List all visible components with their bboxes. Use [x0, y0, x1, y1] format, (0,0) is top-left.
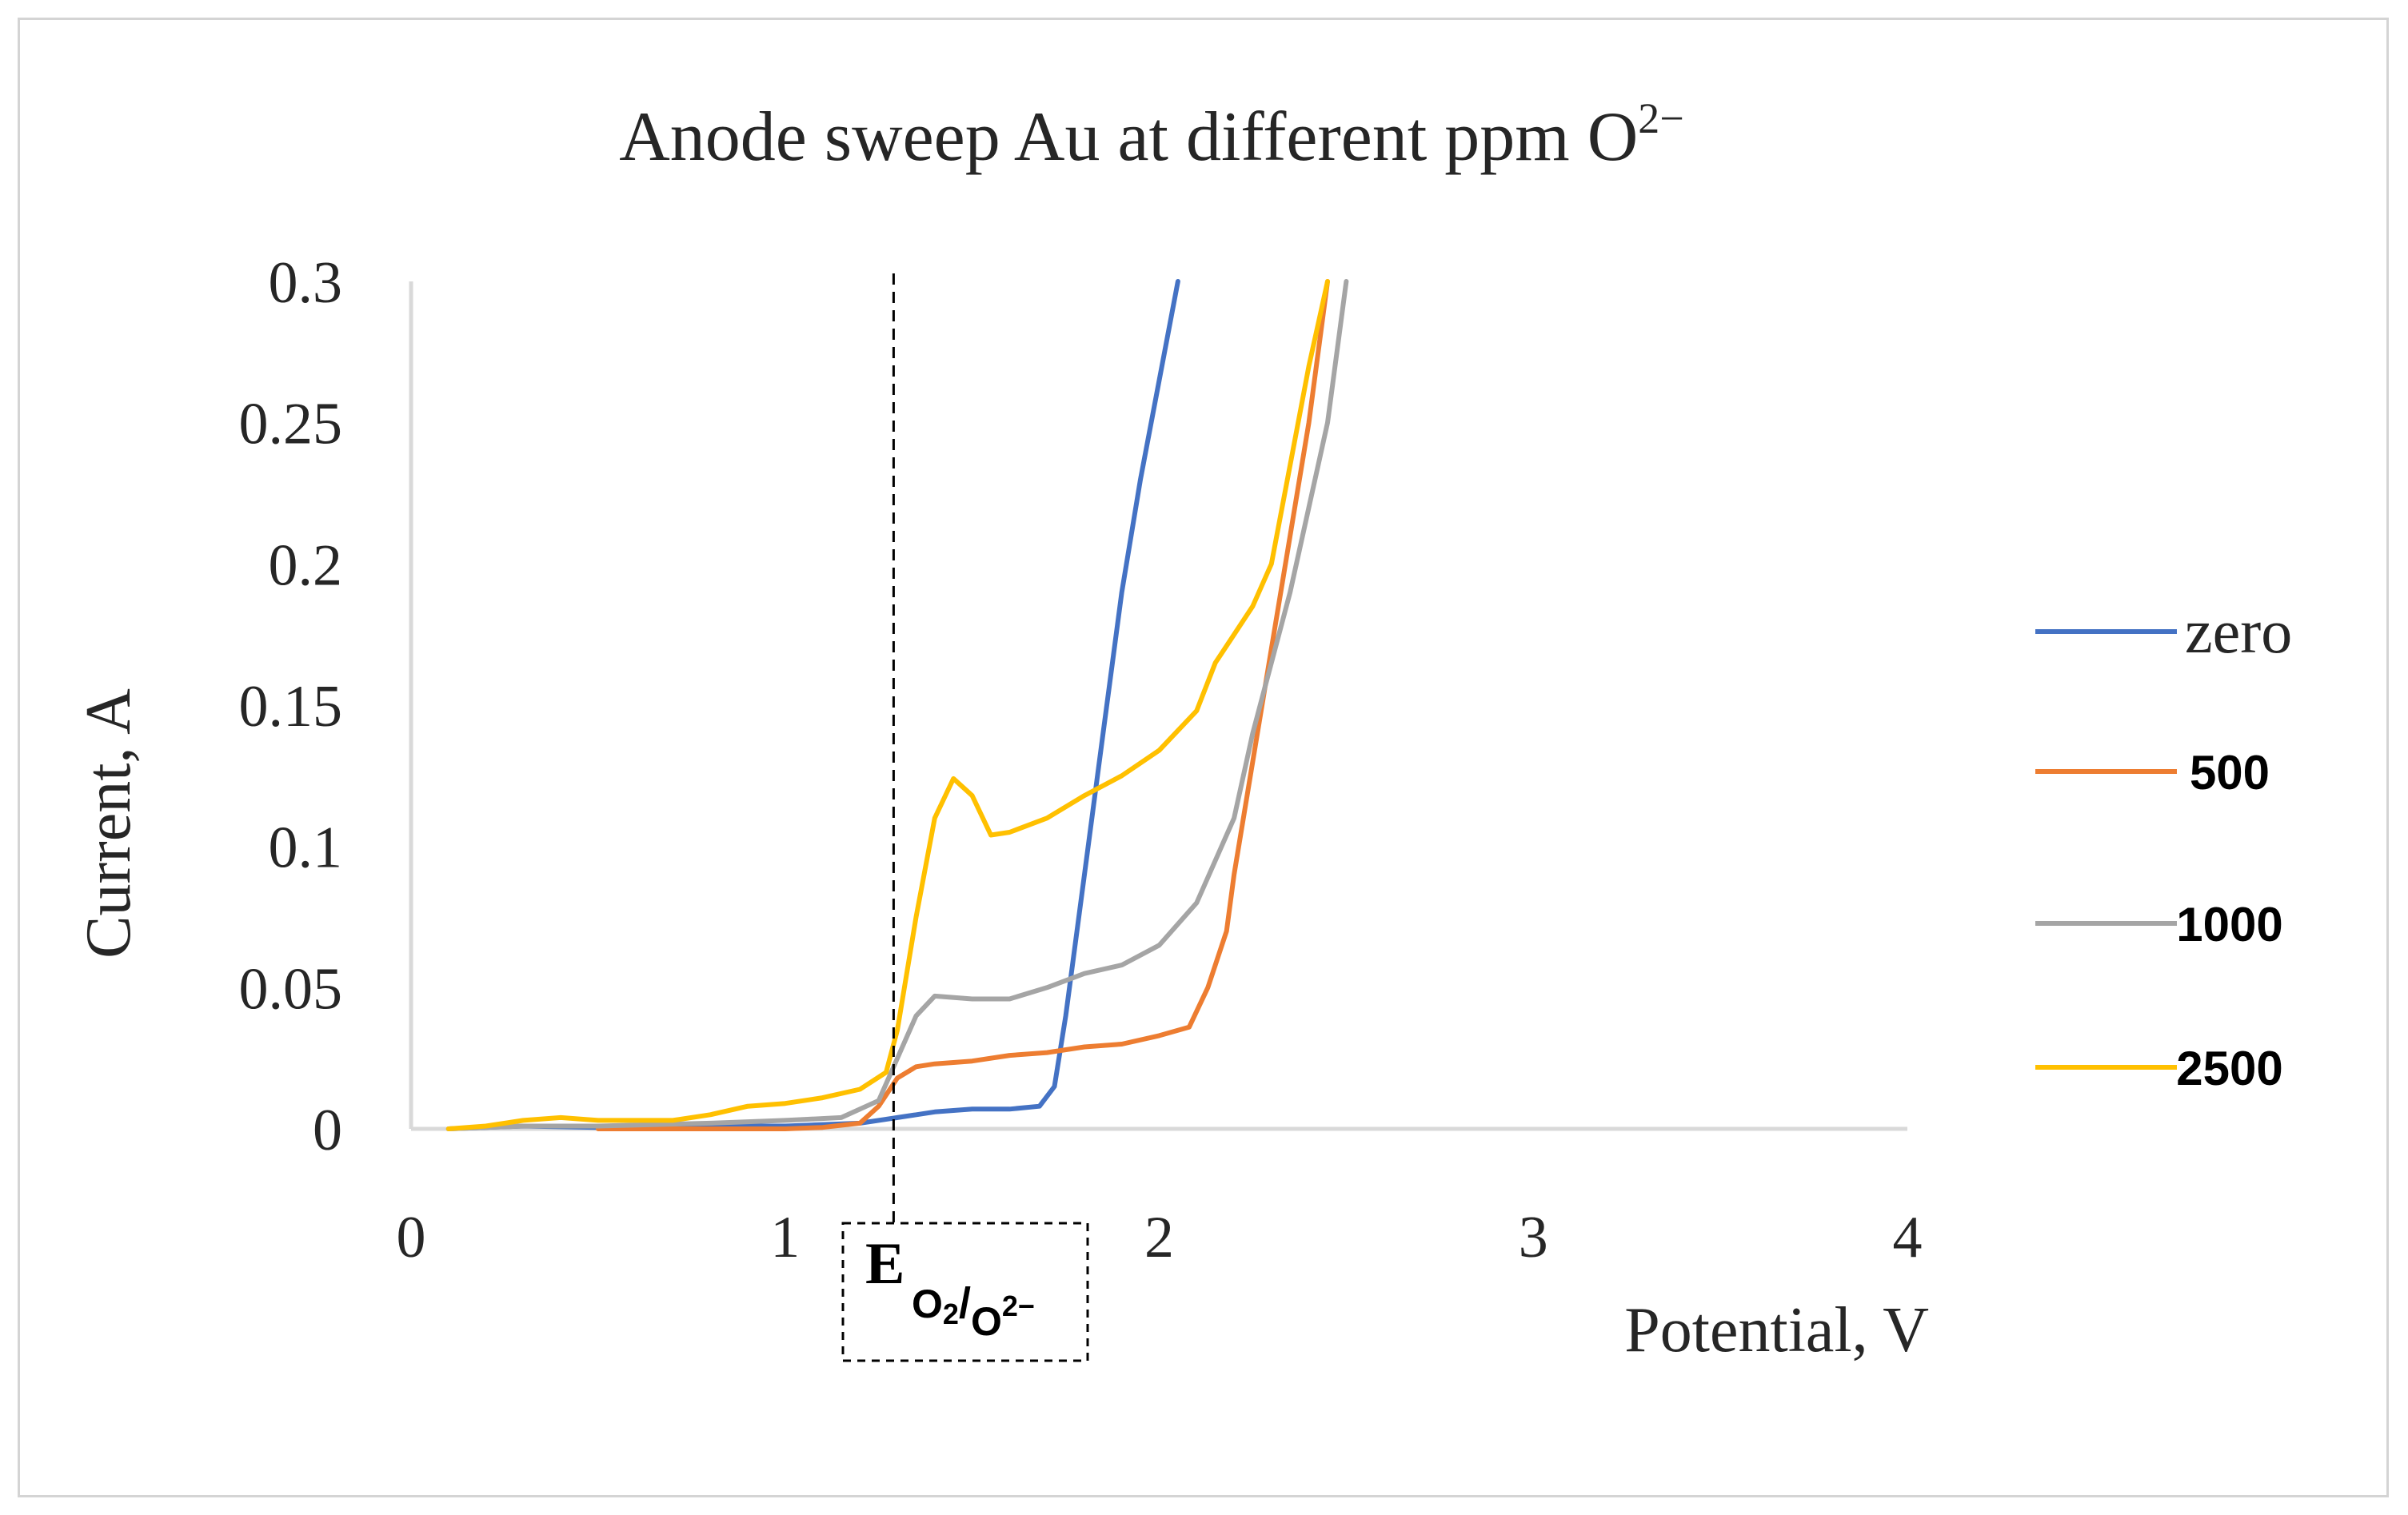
annotation-sub-a: O	[912, 1282, 943, 1326]
x-tick-label: 0	[397, 1205, 426, 1270]
x-axis-label: Potential, V	[1624, 1295, 1929, 1365]
series-line-zero	[445, 279, 1180, 1131]
y-axis-label: Current, A	[74, 688, 144, 959]
series-line-1000	[445, 279, 1349, 1131]
annotation-sub-a-sub: 2	[943, 1298, 959, 1330]
series-line-500	[595, 279, 1330, 1131]
y-tick-label: 0.2	[269, 532, 343, 598]
annotation-label-main: E	[865, 1231, 904, 1297]
annotation-label: E	[865, 1231, 904, 1297]
y-tick-label: 0.3	[269, 250, 343, 316]
x-tick-label: 3	[1519, 1205, 1548, 1270]
chart-title: Anode sweep Au at different ppm O2−	[619, 94, 1684, 176]
x-tick-labels: 0 1 2 3 4	[397, 1205, 1923, 1270]
annotation-sub-sep: /	[959, 1279, 971, 1327]
annotation-box	[841, 1222, 1089, 1362]
y-tick-label: 0.15	[239, 674, 343, 740]
chart-title-superscript: 2−	[1638, 94, 1683, 142]
annotation-sub-b: O	[971, 1299, 1002, 1344]
y-tick-label: 0	[313, 1098, 342, 1163]
x-tick-label: 2	[1144, 1205, 1174, 1270]
chart-title-main: Anode sweep Au at different ppm O	[619, 98, 1638, 176]
legend-label-1000: 1000	[2176, 898, 2282, 951]
x-tick-label: 4	[1893, 1205, 1923, 1270]
x-tick-label: 1	[770, 1205, 800, 1270]
legend-label-zero: zero	[2185, 596, 2292, 666]
series-line-2500	[445, 279, 1330, 1131]
legend-label-500: 500	[2190, 746, 2270, 799]
annotation-sub-b-sup: 2−	[1002, 1290, 1035, 1322]
y-tick-label: 0.1	[269, 815, 343, 881]
y-tick-label: 0.05	[239, 956, 343, 1022]
series-lines	[445, 279, 1349, 1131]
y-tick-label: 0.25	[239, 392, 343, 457]
legend-label-2500: 2500	[2176, 1042, 2282, 1095]
annotation-subscript: O2/O2−	[912, 1279, 1035, 1344]
y-tick-labels: 0 0.05 0.1 0.15 0.2 0.25 0.3	[239, 250, 343, 1163]
legend: zero 500 1000 2500	[2035, 596, 2292, 1095]
